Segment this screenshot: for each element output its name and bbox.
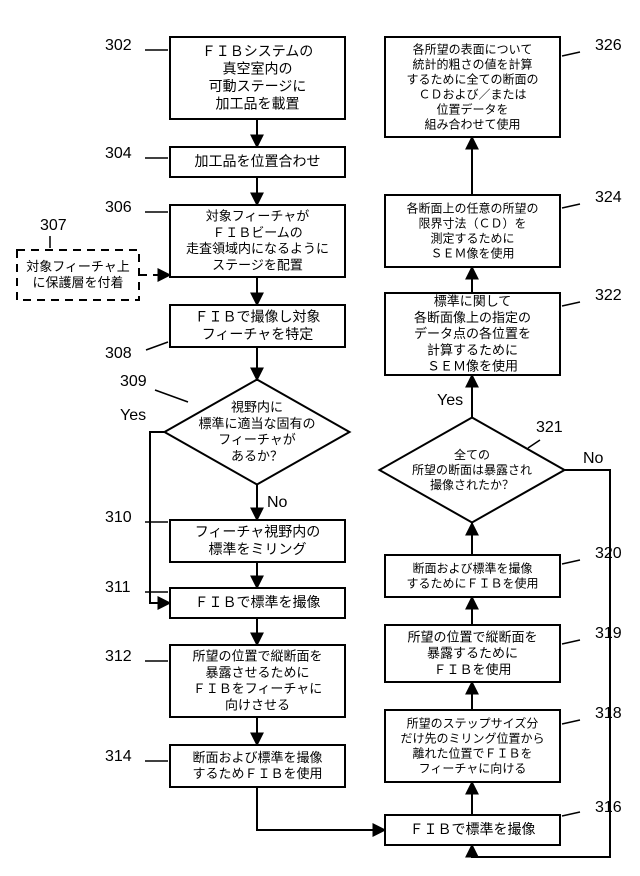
node-n322-text-line-2: データ点の各位置を (414, 326, 531, 341)
node-n314-text-line-1: するためＦＩＢを使用 (192, 766, 322, 781)
node-n320-text-line-0: 断面および標準を撮像 (412, 561, 532, 576)
node-n319-text-line-1: 暴露するために (427, 646, 518, 661)
node-n321-leader (528, 440, 540, 448)
node-n306-text-line-0: 対象フィーチャが (206, 209, 310, 224)
node-n309-refnum: 309 (120, 373, 147, 390)
node-n319-text-line-2: ＦＩＢを使用 (433, 662, 511, 677)
node-n312-text-line-1: 暴露させるために (205, 665, 309, 680)
node-n309-text-line-0: 視野内に (231, 400, 283, 415)
node-n322-refnum: 322 (595, 287, 622, 304)
node-n309-text-line-1: 標準に適当な固有の (198, 416, 315, 431)
edge-6 (150, 432, 170, 603)
edge-label-16: Yes (437, 392, 463, 409)
node-n321-text-line-2: 撮像されたか？ (430, 478, 514, 492)
node-n316-text-line-0: ＦＩＢで標準を撮像 (410, 821, 536, 837)
node-n322-text-line-4: ＳＥＭ像を使用 (427, 359, 518, 374)
node-n326-text-line-0: 各所望の表面について (413, 42, 533, 57)
node-n318-refnum: 318 (595, 705, 622, 722)
node-n312-text-line-0: 所望の位置で縦断面を (192, 649, 322, 664)
node-n326-leader (562, 52, 580, 56)
node-n318-text-line-2: 離れた位置でＦＩＢを (412, 746, 532, 761)
node-n307-refnum: 307 (40, 217, 67, 234)
node-n324-text-line-3: ＳＥＭ像を使用 (430, 246, 514, 261)
node-n318-text-line-3: フィーチャに向ける (419, 761, 527, 776)
node-n321-refnum: 321 (536, 419, 563, 436)
node-n309-leader (155, 390, 188, 402)
node-n310-refnum: 310 (105, 509, 132, 526)
node-n320-text-line-1: するためにＦＩＢを使用 (406, 576, 538, 591)
node-n322-text-line-3: 計算するために (427, 342, 518, 357)
node-n319-text-line-0: 所望の位置で縦断面を (407, 629, 537, 644)
node-n304-refnum: 304 (105, 145, 132, 162)
node-n318-text-line-1: だけ先のミリング位置から (400, 731, 544, 746)
node-n326-text-line-4: 位置データを (436, 102, 508, 117)
node-n326-text-line-3: ＣＤおよび／または (418, 88, 526, 102)
node-n322-text-line-1: 各断面像上の指定の (414, 310, 531, 325)
node-n302-refnum: 302 (105, 37, 132, 54)
node-n324-text-line-1: 限界寸法（ＣＤ）を (418, 217, 526, 231)
node-n306-text-line-1: ＦＩＢビームの (212, 225, 303, 240)
node-n302-text-line-3: 加工品を載置 (216, 95, 300, 111)
node-n318-leader (562, 720, 580, 724)
node-n302-text-line-1: 真空室内の (223, 60, 293, 76)
node-n304-text-line-0: 加工品を位置合わせ (195, 153, 321, 169)
node-n311-refnum: 311 (105, 579, 131, 596)
node-n306-text-line-2: 走査領域内になるように (186, 241, 329, 256)
node-n326-refnum: 326 (595, 37, 622, 54)
node-n316-leader (562, 812, 580, 816)
node-n318-text-line-0: 所望のステップサイズ分 (407, 716, 539, 731)
node-n302-text-line-2: 可動ステージに (209, 78, 307, 94)
edge-10 (257, 787, 385, 830)
node-n324-text-line-2: 測定するために (430, 231, 514, 246)
node-n302-text-line-0: ＦＩＢシステムの (202, 43, 314, 59)
node-n324-leader (562, 204, 580, 208)
node-n309-text-line-2: フィーチャが (218, 432, 296, 447)
node-n310-text-line-1: 標準をミリング (209, 541, 307, 557)
node-n306-refnum: 306 (105, 199, 132, 216)
node-n321-text-line-1: 所望の断面は暴露され (412, 462, 532, 477)
node-n312-text-line-3: 向けさせる (225, 697, 290, 712)
node-n326-text-line-5: 組み合わせて使用 (424, 117, 520, 132)
node-n326-text-line-1: 統計的粗さの値を計算 (412, 57, 532, 72)
node-n310-text-line-0: フィーチャ視野内の (195, 523, 321, 539)
node-n307-text-line-1: に保護層を付着 (32, 275, 123, 290)
node-n321-text-line-0: 全ての (454, 447, 490, 462)
node-n307-text-line-0: 対象フィーチャ上 (26, 259, 130, 274)
node-n314-text-line-0: 断面および標準を撮像 (192, 750, 322, 765)
edge-label-6: Yes (120, 407, 146, 424)
node-n322-leader (562, 302, 580, 306)
node-n324-text-line-0: 各断面上の任意の所望の (406, 201, 538, 216)
node-n320-leader (562, 560, 580, 564)
node-n308-refnum: 308 (105, 345, 132, 362)
node-n319-leader (562, 640, 580, 644)
node-n319-refnum: 319 (595, 625, 622, 642)
node-n316-refnum: 316 (595, 799, 622, 816)
node-n306-text-line-3: ステージを配置 (212, 257, 303, 272)
node-n326-text-line-2: するために全ての断面の (406, 72, 538, 87)
flowchart-canvas: No Yes No Yes 302 304 306 307 308 309 310 311 312 314… (0, 0, 640, 876)
node-n320-refnum: 320 (595, 545, 622, 562)
edge-label-15: No (583, 450, 604, 467)
node-n312-refnum: 312 (105, 648, 132, 665)
node-n308-text-line-0: ＦＩＢで撮像し対象 (195, 308, 321, 324)
node-n311-text-line-0: ＦＩＢで標準を撮像 (195, 594, 321, 610)
node-n312-text-line-2: ＦＩＢをフィーチャに (193, 681, 323, 696)
node-n324-refnum: 324 (595, 189, 622, 206)
node-n308-leader (146, 342, 168, 350)
node-n309-text-line-3: あるか？ (231, 448, 283, 463)
edge-label-5: No (267, 494, 288, 511)
node-n322-text-line-0: 標準に関して (434, 294, 512, 309)
node-n314-refnum: 314 (105, 748, 132, 765)
node-n308-text-line-1: フィーチャを特定 (202, 326, 314, 342)
